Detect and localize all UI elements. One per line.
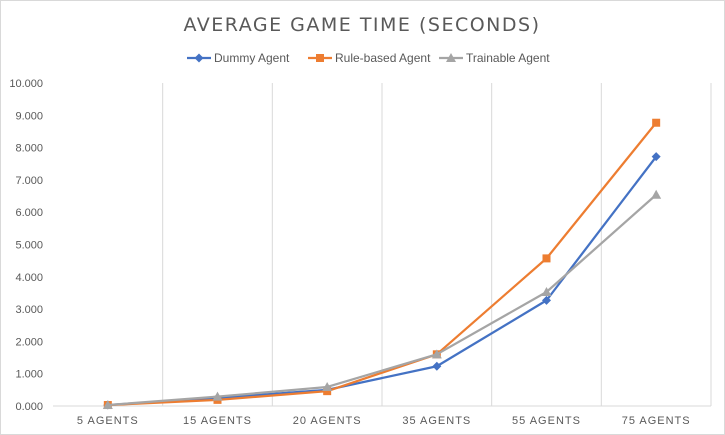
data-point [212,391,223,401]
legend-marker [446,53,456,62]
y-tick-label: 0.000 [15,401,43,413]
series-line [107,122,658,407]
x-tick-label: 55 AGENTS [512,415,581,427]
x-axis: 5 AGENTS 15 AGENTS 20 AGENTS 35 AGENTS 55 AG… [77,415,691,427]
x-tick-label: 5 AGENTS [77,415,139,427]
y-tick-label: 10.000 [9,78,43,90]
data-point [651,152,661,162]
data-point [541,286,552,296]
series-layer [102,118,662,410]
y-tick-label: 7.000 [15,175,43,187]
y-tick-label: 4.000 [15,272,43,284]
data-point [322,381,333,391]
data-point [651,189,662,199]
y-tick-label: 9.000 [15,110,43,122]
data-point [323,387,332,396]
y-tick-label: 8.000 [15,143,43,155]
y-tick-label: 2.000 [15,336,43,348]
chart-title: AVERAGE GAME TIME (SECONDS) [184,14,541,36]
legend-marker [316,54,324,62]
legend: Dummy Agent Rule-based Agent Trainable Age… [187,51,550,65]
legend-label: Trainable Agent [466,51,550,65]
data-point [542,295,551,305]
x-tick-label: 15 AGENTS [183,415,252,427]
data-point [652,118,661,127]
legend-item: Rule-based Agent [308,51,431,65]
y-tick-label: 3.000 [15,304,43,316]
data-point [432,361,442,371]
y-tick-label: 1.000 [15,369,43,381]
legend-label: Rule-based Agent [335,51,431,65]
y-axis: 0.000 1.000 2.000 3.000 4.000 5.000 6.000 7.000… [9,78,43,413]
series-trainable-agent [102,189,662,410]
legend-item: Dummy Agent [187,51,290,65]
y-tick-label: 6.000 [15,207,43,219]
x-tick-label: 75 AGENTS [622,415,691,427]
data-point [542,254,551,263]
data-point [431,349,442,359]
legend-marker [194,53,204,63]
y-tick-label: 5.000 [15,240,43,252]
gridlines [53,83,712,407]
data-point [102,400,113,410]
legend-item: Trainable Agent [439,51,550,65]
series-line [107,193,657,407]
x-tick-label: 35 AGENTS [402,415,471,427]
legend-label: Dummy Agent [214,51,290,65]
x-tick-label: 20 AGENTS [293,415,362,427]
